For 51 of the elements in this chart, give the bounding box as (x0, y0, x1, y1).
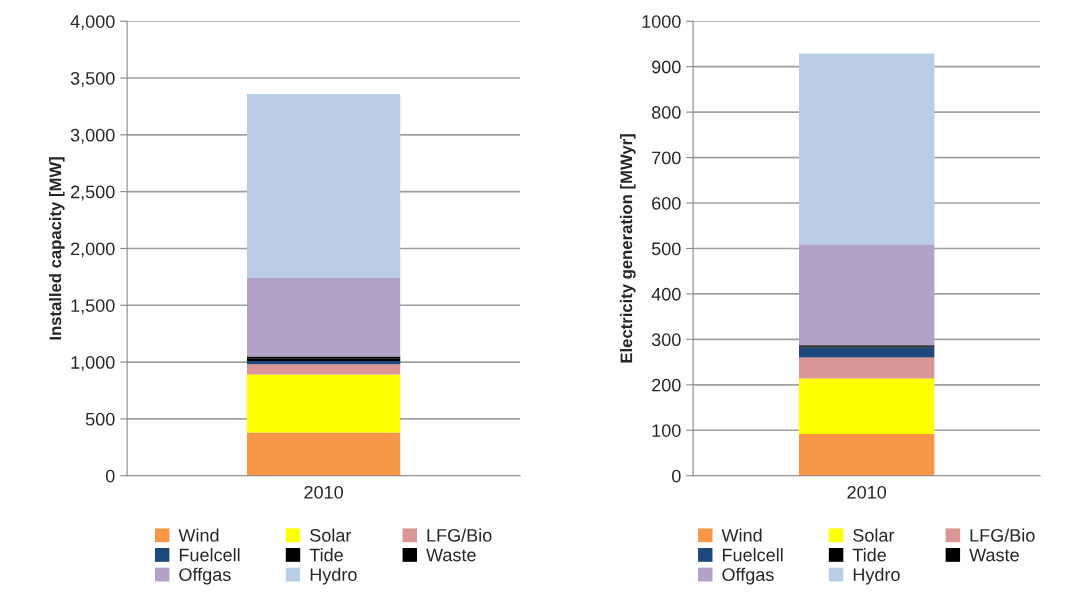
y-tick-label: 1,000 (71, 356, 115, 371)
legend-label: Wind (178, 528, 219, 542)
legend-label: Hydro (310, 567, 357, 585)
y-tick-label: 600 (652, 196, 681, 210)
bar (799, 357, 935, 379)
y-tick-label: 500 (85, 412, 115, 426)
y-tick-label: 3,500 (70, 71, 115, 87)
legend-label: Offgas (179, 567, 231, 585)
y-tick-label: 400 (651, 287, 681, 301)
bar (799, 347, 935, 358)
bar (799, 244, 935, 346)
y-tick-label: 2,000 (71, 242, 115, 258)
legend-label: Wind (721, 528, 762, 542)
bar (799, 53, 935, 245)
y-tick-label: 500 (651, 242, 681, 256)
y-tick-label: 1,500 (71, 299, 115, 315)
legend-label: Solar (853, 528, 895, 542)
bar (246, 93, 401, 278)
legend-label: Offgas (722, 567, 774, 585)
legend-label: Hydro (853, 567, 900, 585)
y-tick-label: 100 (652, 424, 681, 437)
y-tick-label: 200 (652, 378, 681, 392)
y-tick-label: 0 (671, 469, 681, 483)
y-tick-label: 3,000 (70, 128, 115, 144)
bar (799, 433, 935, 476)
legend-label: Fuelcell (179, 548, 240, 562)
x-tick-label: 2010 (304, 485, 343, 499)
y-tick-label: 2,500 (71, 185, 115, 201)
bar (246, 432, 401, 476)
y-tick-label: 300 (651, 333, 681, 347)
x-tick-label: 2010 (847, 485, 887, 499)
legend-label: LFG/Bio (970, 528, 1035, 542)
legend-label: Waste (426, 548, 476, 562)
y-tick-label: 800 (651, 106, 681, 119)
legend-label: Fuelcell (722, 548, 783, 562)
bar (246, 278, 401, 357)
y-tick-label: 1000 (642, 15, 681, 28)
y-axis-title: Electricity generation [MWyr] (620, 134, 636, 363)
bar (246, 364, 401, 375)
legend-label: Tide (852, 548, 886, 562)
bar (799, 378, 935, 434)
legend-label: Tide (309, 548, 343, 562)
y-tick-label: 700 (652, 151, 681, 165)
legend-label: Solar (310, 528, 352, 542)
bar (246, 374, 401, 433)
legend-label: Waste (969, 548, 1019, 562)
y-tick-label: 900 (652, 60, 681, 74)
legend-label: LFG/Bio (427, 528, 492, 542)
y-tick-label: 0 (105, 469, 115, 483)
y-tick-label: 4,000 (70, 15, 115, 31)
y-axis-title: Installed capacity [MW] (49, 157, 65, 340)
